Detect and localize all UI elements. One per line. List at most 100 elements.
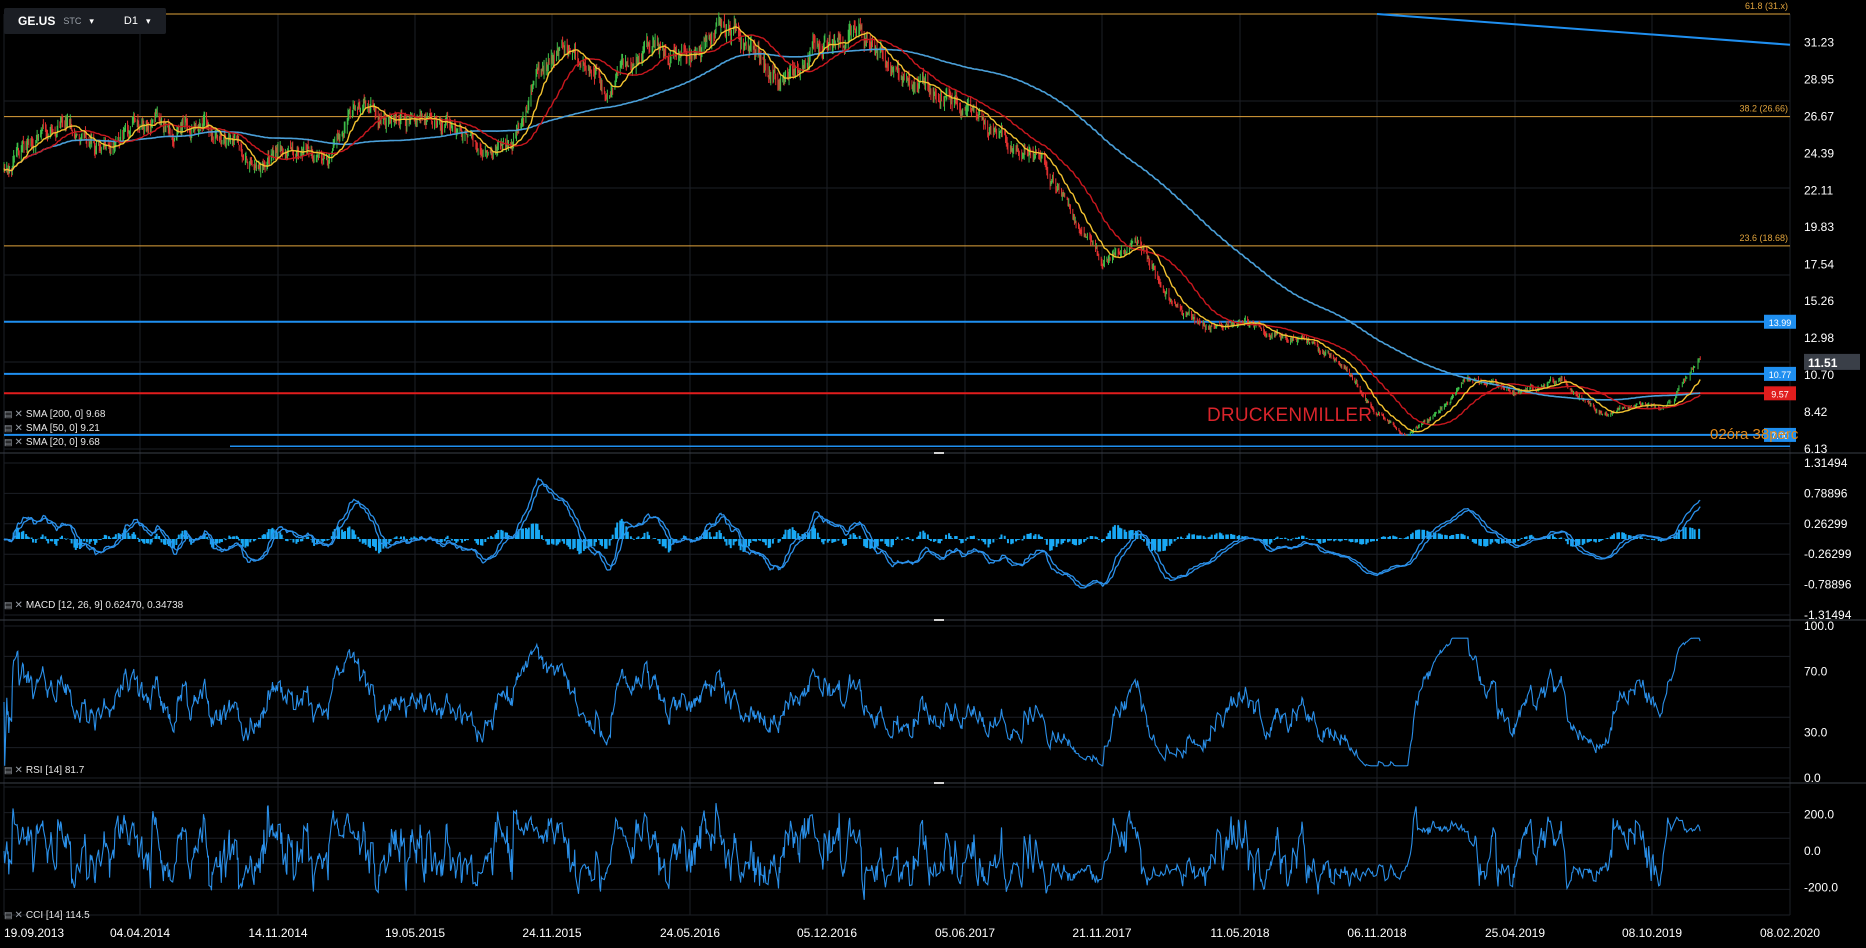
price-tick-label: 12.98: [1804, 331, 1834, 345]
price-tick-label: 28.95: [1804, 73, 1834, 87]
price-line-badge: [1764, 366, 1796, 381]
chevron-down-icon[interactable]: ▾: [145, 15, 151, 26]
price-line-badge-label: 10.77: [1769, 370, 1792, 380]
legend-sma50-label: SMA [50, 0] 9.21: [25, 423, 100, 434]
legend-cci[interactable]: ▤ ✕ CCI [14] 114.5: [4, 910, 90, 921]
price-tick-label: 26.67: [1804, 109, 1834, 123]
pane-resize-handle[interactable]: [934, 782, 944, 784]
legend-sma50[interactable]: ▤ ✕ SMA [50, 0] 9.21: [4, 423, 100, 434]
close-icon[interactable]: ✕: [14, 409, 23, 420]
indicator-settings-icon[interactable]: ▤: [4, 765, 12, 775]
macd-tick-label: -0.78896: [1804, 578, 1852, 592]
date-tick-label: 05.12.2016: [797, 926, 857, 940]
price-line-badge: [1764, 314, 1796, 329]
cci-line[interactable]: [3, 803, 1701, 900]
sma50-line[interactable]: [3, 34, 1701, 426]
date-tick-label: 21.11.2017: [1072, 926, 1131, 940]
rsi-tick-label: 30.0: [1804, 725, 1828, 739]
close-icon[interactable]: ✕: [14, 437, 23, 448]
macd-tick-label: -1.31494: [1804, 608, 1852, 622]
price-line-badge: [1764, 386, 1796, 401]
chart-grid: [0, 13, 1866, 916]
symbol-toolbar[interactable]: GE.US STC ▾ D1 ▾: [4, 8, 166, 34]
trendline[interactable]: [1376, 13, 1791, 46]
rsi-line[interactable]: [3, 637, 1701, 767]
date-tick-label: 04.04.2014: [110, 926, 170, 940]
cci-pane[interactable]: [3, 803, 1701, 900]
chart-annotation[interactable]: DRUCKENMILLER: [1207, 405, 1373, 426]
price-line-badge: [1764, 427, 1796, 442]
legend-sma200[interactable]: ▤ ✕ SMA [200, 0] 9.68: [4, 409, 105, 420]
price-tick-label: 15.26: [1804, 294, 1834, 308]
legend-sma20[interactable]: ▤ ✕ SMA [20, 0] 9.68: [4, 437, 100, 448]
indicator-settings-icon[interactable]: ▤: [4, 409, 12, 419]
timeframe-select[interactable]: D1: [123, 15, 138, 27]
price-tick-label: 31.23: [1804, 36, 1834, 50]
indicator-settings-icon[interactable]: ▤: [4, 910, 12, 920]
macd-tick-label: 1.31494: [1804, 456, 1848, 470]
legend-rsi[interactable]: ▤ ✕ RSI [14] 81.7: [4, 765, 84, 776]
date-tick-label: 08.02.2020: [1760, 926, 1820, 940]
close-icon[interactable]: ✕: [14, 765, 23, 776]
axes: 31.23 28.95 26.67 24.39 22.11 19.83 17.54 15.26…: [4, 36, 1852, 940]
macd-line[interactable]: [3, 477, 1701, 589]
fib-level-label: 38.2 (26.66): [1739, 104, 1788, 114]
cci-tick-label: 200.0: [1804, 807, 1834, 821]
date-tick-label: 19.05.2015: [385, 926, 445, 940]
date-tick-label: 14.11.2014: [248, 926, 307, 940]
candle-countdown: 02óra 38perc: [1710, 426, 1799, 443]
macd-tick-label: 0.26299: [1804, 517, 1848, 531]
rsi-tick-label: 100.0: [1804, 619, 1834, 633]
last-price-marker: [1804, 353, 1860, 370]
price-line-badge-label: 13.99: [1769, 318, 1792, 328]
macd-tick-label: -0.26299: [1804, 547, 1852, 561]
price-tick-label: 19.83: [1804, 220, 1834, 234]
legend-cci-label: CCI [14] 114.5: [25, 910, 90, 921]
last-price-label: 11.51: [1808, 356, 1838, 370]
pane-resize-handle[interactable]: [934, 619, 944, 621]
indicator-settings-icon[interactable]: ▤: [4, 423, 12, 433]
symbol-name[interactable]: GE.US: [18, 14, 56, 28]
instrument-type: STC: [63, 16, 82, 26]
price-tick-label: 6.13: [1804, 442, 1828, 456]
fib-level-label: 23.6 (18.68): [1739, 233, 1788, 243]
close-icon[interactable]: ✕: [14, 910, 23, 921]
sma200-line[interactable]: [3, 48, 1701, 401]
price-tick-label: 17.54: [1804, 257, 1834, 271]
legend-rsi-label: RSI [14] 81.7: [25, 765, 85, 776]
legend-macd-label: MACD [12, 26, 9] 0.62470, 0.34738: [25, 600, 184, 611]
price-line-badge-label: 9.57: [1771, 389, 1789, 399]
date-tick-label: 06.11.2018: [1347, 926, 1406, 940]
indicator-settings-icon[interactable]: ▤: [4, 600, 12, 610]
rsi-pane[interactable]: [3, 637, 1701, 767]
macd-pane[interactable]: [3, 477, 1701, 589]
close-icon[interactable]: ✕: [14, 423, 23, 434]
close-icon[interactable]: ✕: [14, 600, 23, 611]
date-tick-label: 08.10.2019: [1622, 926, 1682, 940]
price-pane[interactable]: 61.8 (31.x) 38.2 (26.66) 23.6 (18.68) 13.99…: [3, 1, 1860, 447]
price-tick-label: 8.42: [1804, 405, 1828, 419]
price-tick-label: 22.11: [1804, 183, 1833, 197]
rsi-tick-label: 70.0: [1804, 665, 1828, 679]
legend-sma200-label: SMA [200, 0] 9.68: [25, 409, 106, 420]
legend-sma20-label: SMA [20, 0] 9.68: [25, 437, 100, 448]
macd-signal-line[interactable]: [3, 483, 1701, 587]
cci-tick-label: 0.0: [1804, 844, 1821, 858]
date-tick-label: 24.11.2015: [522, 926, 581, 940]
price-tick-label: 10.70: [1804, 368, 1834, 382]
legend-macd[interactable]: ▤ ✕ MACD [12, 26, 9] 0.62470, 0.34738: [4, 600, 183, 611]
chevron-down-icon[interactable]: ▾: [89, 15, 94, 26]
macd-tick-label: 0.78896: [1804, 486, 1848, 500]
price-tick-label: 24.39: [1804, 146, 1834, 160]
price-line-badge-label: 7.00: [1771, 431, 1789, 441]
rsi-tick-label: 0.0: [1804, 771, 1821, 785]
date-tick-label: 24.05.2016: [660, 926, 720, 940]
indicator-settings-icon[interactable]: ▤: [4, 437, 12, 447]
fib-level-label: 61.8 (31.x): [1745, 1, 1788, 11]
date-tick-label: 25.04.2019: [1485, 926, 1545, 940]
sma20-line[interactable]: [3, 26, 1701, 433]
date-tick-label: 11.05.2018: [1210, 926, 1269, 940]
pane-resize-handle[interactable]: [934, 452, 944, 454]
cci-tick-label: -200.0: [1804, 881, 1838, 895]
